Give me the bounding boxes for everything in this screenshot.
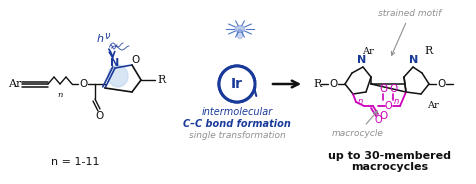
Text: O: O [79,79,87,89]
Ellipse shape [108,65,128,87]
Text: O: O [379,111,387,121]
Text: O: O [132,55,140,65]
Text: n = 1-11: n = 1-11 [51,157,99,167]
Ellipse shape [237,29,243,38]
Text: macrocycle: macrocycle [332,111,384,138]
Text: single transformation: single transformation [188,130,286,139]
Text: N: N [409,55,418,65]
Text: O: O [374,115,382,125]
Text: N: N [357,55,367,65]
Text: O: O [379,84,387,94]
Text: n: n [357,96,363,105]
Text: O: O [384,101,392,111]
Text: R: R [158,75,166,85]
Text: C–C bond formation: C–C bond formation [183,119,291,129]
Text: N: N [110,58,119,68]
Text: macrocycles: macrocycles [351,162,428,172]
Text: Ar: Ar [8,79,21,89]
Text: Ar: Ar [362,47,374,56]
Text: O: O [389,84,397,94]
Text: R: R [313,79,321,89]
Text: Ar: Ar [427,102,439,111]
Ellipse shape [235,25,246,33]
Text: R: R [425,46,433,56]
Text: n: n [393,96,398,105]
Text: O: O [329,79,337,89]
Ellipse shape [236,26,245,33]
Text: O: O [96,111,104,121]
Text: O: O [437,79,445,89]
Text: intermolecular: intermolecular [201,107,273,117]
Text: h: h [97,34,103,44]
Text: ν: ν [104,31,110,41]
Text: up to 30-membered: up to 30-membered [328,151,452,161]
Text: Ir: Ir [231,77,243,91]
Text: strained motif: strained motif [378,9,442,55]
Text: n: n [57,91,63,99]
